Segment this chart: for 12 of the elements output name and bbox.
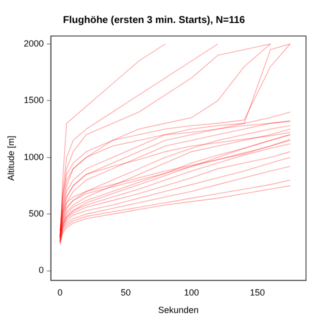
x-tick-label: 50	[120, 287, 131, 298]
x-tick-label: 0	[58, 287, 63, 298]
x-tick-label: 100	[184, 287, 200, 298]
y-tick-label: 0	[38, 265, 44, 276]
x-axis-title: Sekunden	[158, 305, 199, 316]
y-tick-label: 500	[28, 208, 44, 219]
y-tick-label: 1000	[24, 152, 44, 162]
chart-title: Flughöhe (ersten 3 min. Starts), N=116	[63, 14, 246, 26]
y-tick-label: 1500	[24, 95, 44, 106]
x-tick-label: 150	[250, 287, 265, 298]
y-axis-title: Altitude [m]	[6, 136, 16, 181]
y-tick-label: 2000	[24, 38, 44, 48]
